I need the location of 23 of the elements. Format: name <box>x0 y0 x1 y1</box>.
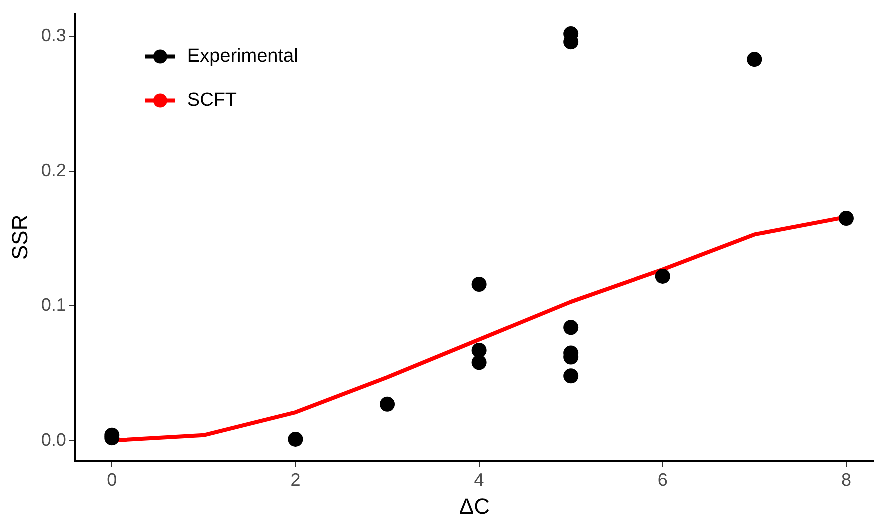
y-tick-label: 0.0 <box>41 430 66 450</box>
point <box>564 320 579 336</box>
point <box>380 396 396 412</box>
point <box>472 277 487 292</box>
x-tick-label: 8 <box>841 470 852 490</box>
point <box>747 52 762 68</box>
y-axis-title: SSR <box>7 214 32 260</box>
y-tick-label: 0.2 <box>41 160 66 180</box>
point <box>472 355 487 370</box>
legend-label: SCFT <box>187 90 238 112</box>
x-tick-label: 2 <box>290 470 301 490</box>
legend-label: Experimental <box>187 46 298 68</box>
y-tick-label: 0.3 <box>41 26 66 46</box>
x-tick-label: 4 <box>474 470 484 490</box>
point <box>564 368 579 384</box>
point <box>838 211 854 226</box>
x-axis-title: ΔC <box>459 494 490 519</box>
point <box>472 343 487 358</box>
point <box>288 432 304 447</box>
point <box>655 268 670 284</box>
x-tick-label: 6 <box>658 470 668 490</box>
x-tick-label: 0 <box>107 470 118 490</box>
y-tick-label: 0.1 <box>41 295 66 316</box>
